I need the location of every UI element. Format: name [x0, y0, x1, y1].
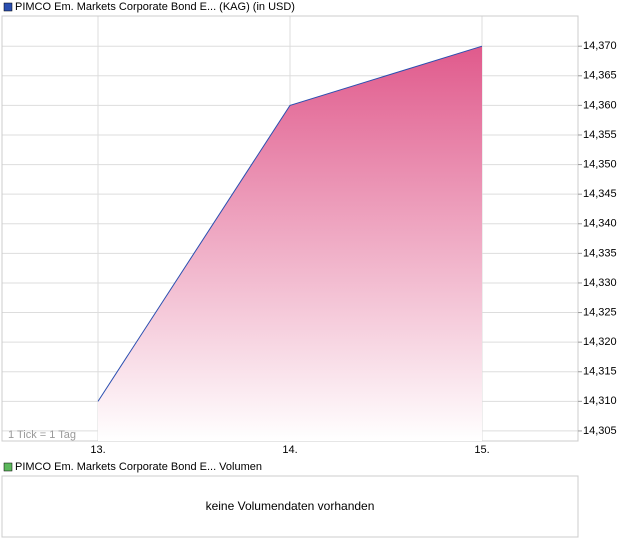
y-tick-label: 14,345	[583, 188, 617, 200]
x-tick-label: 14.	[282, 444, 297, 456]
y-tick-label: 14,360	[583, 99, 617, 111]
legend-swatch	[3, 462, 13, 472]
y-tick-label: 14,305	[583, 425, 617, 437]
legend-swatch	[3, 2, 13, 12]
y-tick-label: 14,315	[583, 366, 617, 378]
y-tick-label: 14,355	[583, 129, 617, 141]
y-tick-label: 14,320	[583, 336, 617, 348]
y-tick-label: 14,330	[583, 277, 617, 289]
y-tick-label: 14,310	[583, 395, 617, 407]
y-tick-label: 14,335	[583, 247, 617, 259]
volume-message: keine Volumendaten vorhanden	[206, 499, 375, 513]
x-tick-label: 15.	[474, 444, 489, 456]
volume-frame	[1, 475, 579, 538]
y-tick-label: 14,370	[583, 40, 617, 52]
y-tick-label: 14,365	[583, 70, 617, 82]
legend-label: PIMCO Em. Markets Corporate Bond E... Vo…	[15, 461, 262, 473]
line	[97, 45, 483, 402]
y-tick-label: 14,325	[583, 306, 617, 318]
area	[98, 46, 482, 442]
note: 1 Tick = 1 Tag	[8, 429, 76, 441]
y-tick-label: 14,340	[583, 218, 617, 230]
x-tick-label: 13.	[90, 444, 105, 456]
y-tick-label: 14,350	[583, 158, 617, 170]
legend-label: PIMCO Em. Markets Corporate Bond E... (K…	[15, 1, 295, 13]
